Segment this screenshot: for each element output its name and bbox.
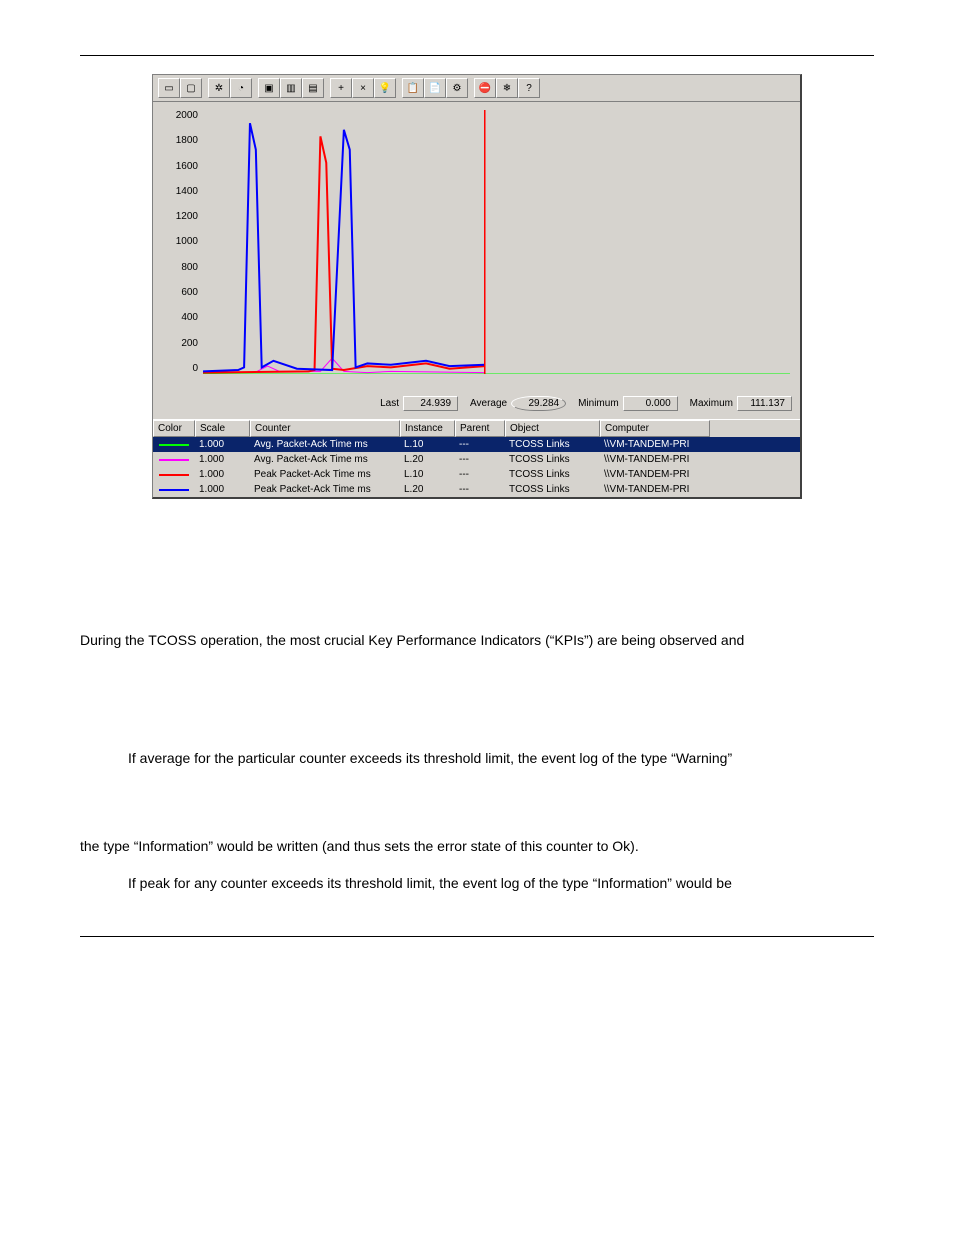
stat-min-label: Minimum	[578, 398, 619, 409]
highlight-button[interactable]: 💡	[374, 78, 396, 98]
paragraph-4: If peak for any counter exceeds its thre…	[128, 872, 874, 896]
bottom-divider	[80, 936, 874, 937]
legend-header-counter[interactable]: Counter	[250, 420, 400, 437]
legend-cell-instance: L.10	[400, 438, 455, 451]
y-tick-label: 400	[153, 312, 198, 323]
stat-max-label: Maximum	[690, 398, 733, 409]
color-swatch	[159, 459, 189, 461]
paragraph-2: If average for the particular counter ex…	[128, 747, 874, 771]
y-tick-label: 800	[153, 262, 198, 273]
y-tick-label: 0	[153, 363, 198, 374]
view-log-button[interactable]: ◔	[230, 78, 252, 98]
properties-button[interactable]: ⚙	[446, 78, 468, 98]
legend-cell-instance: L.10	[400, 468, 455, 481]
stat-min-value: 0.000	[623, 396, 678, 411]
legend-header-computer[interactable]: Computer	[600, 420, 710, 437]
color-swatch	[159, 444, 189, 446]
y-tick-label: 600	[153, 287, 198, 298]
view-report-button[interactable]: ▤	[302, 78, 324, 98]
legend-cell-computer: \\VM-TANDEM-PRI	[600, 453, 710, 466]
update-data-button[interactable]: ❄	[496, 78, 518, 98]
stats-row: Last 24.939 Average 29.284 Minimum 0.000…	[153, 392, 800, 419]
y-tick-label: 1200	[153, 211, 198, 222]
y-tick-label: 1000	[153, 236, 198, 247]
legend-cell-instance: L.20	[400, 453, 455, 466]
stat-avg-label: Average	[470, 398, 507, 409]
legend-header-scale[interactable]: Scale	[195, 420, 250, 437]
legend-cell-computer: \\VM-TANDEM-PRI	[600, 483, 710, 496]
legend-cell-computer: \\VM-TANDEM-PRI	[600, 468, 710, 481]
body-text: During the TCOSS operation, the most cru…	[80, 629, 874, 896]
y-tick-label: 1800	[153, 135, 198, 146]
legend-header: Color Scale Counter Instance Parent Obje…	[153, 420, 800, 437]
legend-header-parent[interactable]: Parent	[455, 420, 505, 437]
legend-cell-parent: ---	[455, 483, 505, 496]
legend-cell-scale: 1.000	[195, 483, 250, 496]
legend-cell-counter: Avg. Packet-Ack Time ms	[250, 438, 400, 451]
help-button[interactable]: ?	[518, 78, 540, 98]
series-line	[203, 123, 485, 371]
legend-cell-scale: 1.000	[195, 438, 250, 451]
legend-cell-counter: Peak Packet-Ack Time ms	[250, 468, 400, 481]
legend-cell-object: TCOSS Links	[505, 438, 600, 451]
top-divider	[80, 55, 874, 56]
view-current-button[interactable]: ✲	[208, 78, 230, 98]
stat-max-value: 111.137	[737, 396, 792, 411]
freeze-display-button[interactable]: ⛔	[474, 78, 496, 98]
legend-row[interactable]: 1.000Avg. Packet-Ack Time msL.20---TCOSS…	[153, 452, 800, 467]
legend-cell-instance: L.20	[400, 483, 455, 496]
legend-cell-scale: 1.000	[195, 453, 250, 466]
color-swatch	[159, 489, 189, 491]
legend-cell-computer: \\VM-TANDEM-PRI	[600, 438, 710, 451]
legend-header-instance[interactable]: Instance	[400, 420, 455, 437]
legend-row[interactable]: 1.000Avg. Packet-Ack Time msL.10---TCOSS…	[153, 437, 800, 452]
new-counter-set-button[interactable]: ▭	[158, 78, 180, 98]
legend-cell-object: TCOSS Links	[505, 483, 600, 496]
plot-area	[203, 110, 790, 374]
view-graph-button[interactable]: ▣	[258, 78, 280, 98]
y-tick-label: 2000	[153, 110, 198, 121]
view-histogram-button[interactable]: ▥	[280, 78, 302, 98]
add-counter-button[interactable]: +	[330, 78, 352, 98]
legend-cell-counter: Avg. Packet-Ack Time ms	[250, 453, 400, 466]
perfmon-window: ▭▢✲◔▣▥▤+×💡📋📄⚙⛔❄? 20001800160014001200100…	[152, 74, 802, 499]
delete-counter-button[interactable]: ×	[352, 78, 374, 98]
stat-last-label: Last	[380, 398, 399, 409]
legend-cell-parent: ---	[455, 438, 505, 451]
y-tick-label: 1600	[153, 161, 198, 172]
clear-display-button[interactable]: ▢	[180, 78, 202, 98]
legend-table: Color Scale Counter Instance Parent Obje…	[153, 419, 800, 497]
legend-cell-counter: Peak Packet-Ack Time ms	[250, 483, 400, 496]
legend-cell-parent: ---	[455, 453, 505, 466]
legend-cell-scale: 1.000	[195, 468, 250, 481]
paragraph-1: During the TCOSS operation, the most cru…	[80, 629, 874, 653]
legend-row[interactable]: 1.000Peak Packet-Ack Time msL.20---TCOSS…	[153, 482, 800, 497]
legend-row[interactable]: 1.000Peak Packet-Ack Time msL.10---TCOSS…	[153, 467, 800, 482]
stat-avg-value: 29.284	[511, 396, 566, 411]
legend-cell-object: TCOSS Links	[505, 468, 600, 481]
legend-cell-parent: ---	[455, 468, 505, 481]
chart-area: 2000180016001400120010008006004002000	[153, 102, 800, 392]
legend-header-object[interactable]: Object	[505, 420, 600, 437]
copy-properties-button[interactable]: 📋	[402, 78, 424, 98]
toolbar: ▭▢ ✲◔ ▣▥▤ +×💡 📋📄⚙ ⛔❄?	[153, 75, 800, 102]
y-tick-label: 1400	[153, 186, 198, 197]
legend-header-color[interactable]: Color	[153, 420, 195, 437]
paragraph-3: the type “Information” would be written …	[80, 835, 874, 859]
legend-cell-object: TCOSS Links	[505, 453, 600, 466]
paste-counter-button[interactable]: 📄	[424, 78, 446, 98]
y-axis-labels: 2000180016001400120010008006004002000	[153, 110, 198, 374]
color-swatch	[159, 474, 189, 476]
y-tick-label: 200	[153, 338, 198, 349]
stat-last-value: 24.939	[403, 396, 458, 411]
